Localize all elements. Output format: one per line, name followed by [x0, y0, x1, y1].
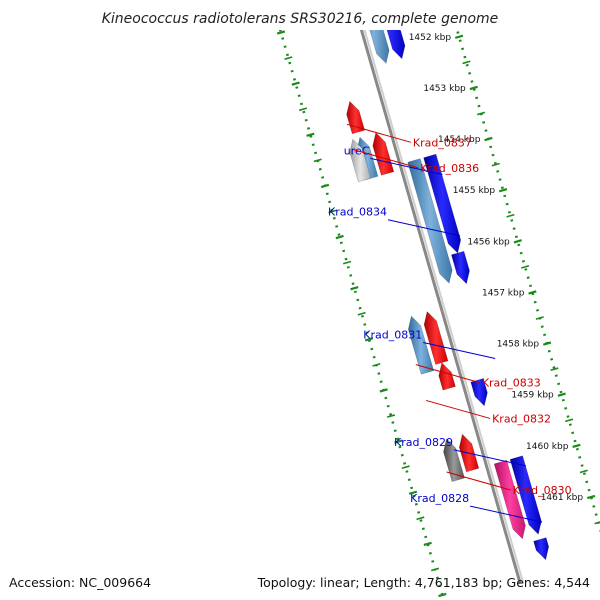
forward-gene-feature[interactable] [423, 153, 462, 254]
reverse-label-leader [415, 364, 480, 384]
minor-tick [579, 469, 588, 474]
reverse-gene-feature[interactable] [372, 132, 395, 176]
genome-axis-layer [351, 0, 525, 585]
minor-tick [550, 367, 559, 372]
major-tick [469, 85, 478, 91]
major-tick [438, 592, 447, 598]
minor-tick [386, 414, 396, 418]
tick-label: 1458 kbp [497, 340, 540, 350]
major-tick [306, 132, 315, 137]
major-tick [528, 290, 537, 295]
minor-tick [594, 521, 600, 525]
major-tick [484, 136, 493, 142]
tick-label: 1452 kbp [409, 33, 452, 43]
major-tick [320, 183, 330, 189]
forward-gene-feature[interactable] [470, 378, 488, 407]
label-layer: ureCKrad_0834Krad_0831Krad_0829Krad_0828… [328, 123, 572, 523]
forward-gene-label[interactable]: Krad_0831 [363, 328, 422, 341]
major-tick [498, 188, 508, 193]
major-tick [542, 341, 552, 346]
major-tick [423, 541, 432, 547]
forward-gene-label[interactable]: Krad_0828 [410, 492, 469, 505]
title-backdrop [90, 0, 510, 30]
major-tick [276, 30, 286, 35]
forward-gene-feature[interactable] [509, 455, 542, 535]
forward-label-leader [453, 449, 527, 467]
minor-tick [565, 418, 574, 423]
reverse-gene-label[interactable]: Krad_0830 [513, 484, 572, 497]
major-tick [586, 494, 596, 500]
reverse-label-leader [354, 149, 419, 169]
tick-label: 1461 kbp [541, 493, 584, 503]
minor-tick [298, 107, 308, 112]
major-tick [557, 392, 566, 397]
tick-label: 1453 kbp [423, 84, 466, 94]
minor-tick [462, 60, 471, 65]
tick-label: 1460 kbp [526, 442, 569, 452]
forward-gene-label[interactable]: Krad_0829 [394, 436, 453, 449]
reverse-pseudo-feature[interactable] [443, 438, 465, 482]
genome-axis-highlight [354, 0, 525, 584]
minor-tick [477, 111, 486, 116]
reverse-label-leader [425, 399, 491, 419]
minor-tick [535, 316, 544, 320]
reverse-cds-feature[interactable] [407, 315, 435, 375]
major-tick [291, 81, 300, 86]
major-tick [335, 234, 344, 240]
reverse-label-leader [446, 471, 511, 491]
accession-text: Accession: NC_009664 [9, 575, 151, 590]
reverse-gene-label[interactable]: Krad_0836 [420, 162, 479, 175]
reverse-gene-feature[interactable] [438, 362, 456, 391]
forward-gene-label[interactable]: Krad_0834 [328, 206, 387, 219]
minor-tick [521, 265, 530, 269]
tick-label: 1459 kbp [511, 391, 554, 401]
minor-tick [401, 465, 410, 470]
minor-tick [342, 260, 352, 265]
major-tick [454, 34, 464, 39]
minor-tick [372, 363, 381, 367]
map-title: Kineococcus radiotolerans SRS30216, comp… [102, 11, 499, 27]
major-tick [394, 439, 403, 444]
tick-label: 1455 kbp [453, 186, 496, 196]
minor-tick [416, 516, 425, 521]
forward-label-leader [387, 219, 461, 237]
reverse-cds-feature[interactable] [356, 136, 379, 181]
minor-tick [430, 567, 440, 572]
major-tick [513, 239, 522, 244]
tick-guide-right [270, 0, 446, 600]
minor-tick [357, 311, 366, 316]
minor-tick [284, 56, 293, 60]
reverse-gene-label[interactable]: Krad_0832 [492, 412, 551, 425]
forward-label-leader [423, 341, 496, 359]
major-tick [572, 443, 581, 449]
forward-label-leader [370, 157, 443, 175]
summary-text: Topology: linear; Length: 4,761,183 bp; … [257, 575, 590, 590]
major-tick [379, 388, 388, 393]
forward-label-leader [470, 505, 543, 523]
major-tick [408, 490, 418, 495]
tick-label: 1456 kbp [467, 237, 510, 247]
major-tick [350, 286, 359, 291]
minor-tick [313, 158, 322, 163]
minor-tick [491, 162, 500, 167]
genome-axis [351, 0, 522, 585]
minor-tick [506, 213, 515, 218]
reverse-gene-label[interactable]: Krad_0833 [482, 377, 541, 390]
major-tick [364, 337, 374, 342]
reverse-gene-feature[interactable] [423, 311, 449, 365]
minor-tick [328, 209, 337, 214]
tick-label: 1454 kbp [438, 135, 481, 145]
forward-gene-feature[interactable] [533, 537, 550, 561]
reverse-label-leader [346, 123, 412, 143]
reverse-gene-label[interactable]: Krad_0837 [413, 136, 472, 149]
forward-gene-feature[interactable] [451, 250, 470, 285]
tick-guide-left [447, 0, 600, 533]
forward-cds-feature[interactable] [407, 158, 453, 284]
tick-label: 1457 kbp [482, 288, 525, 298]
